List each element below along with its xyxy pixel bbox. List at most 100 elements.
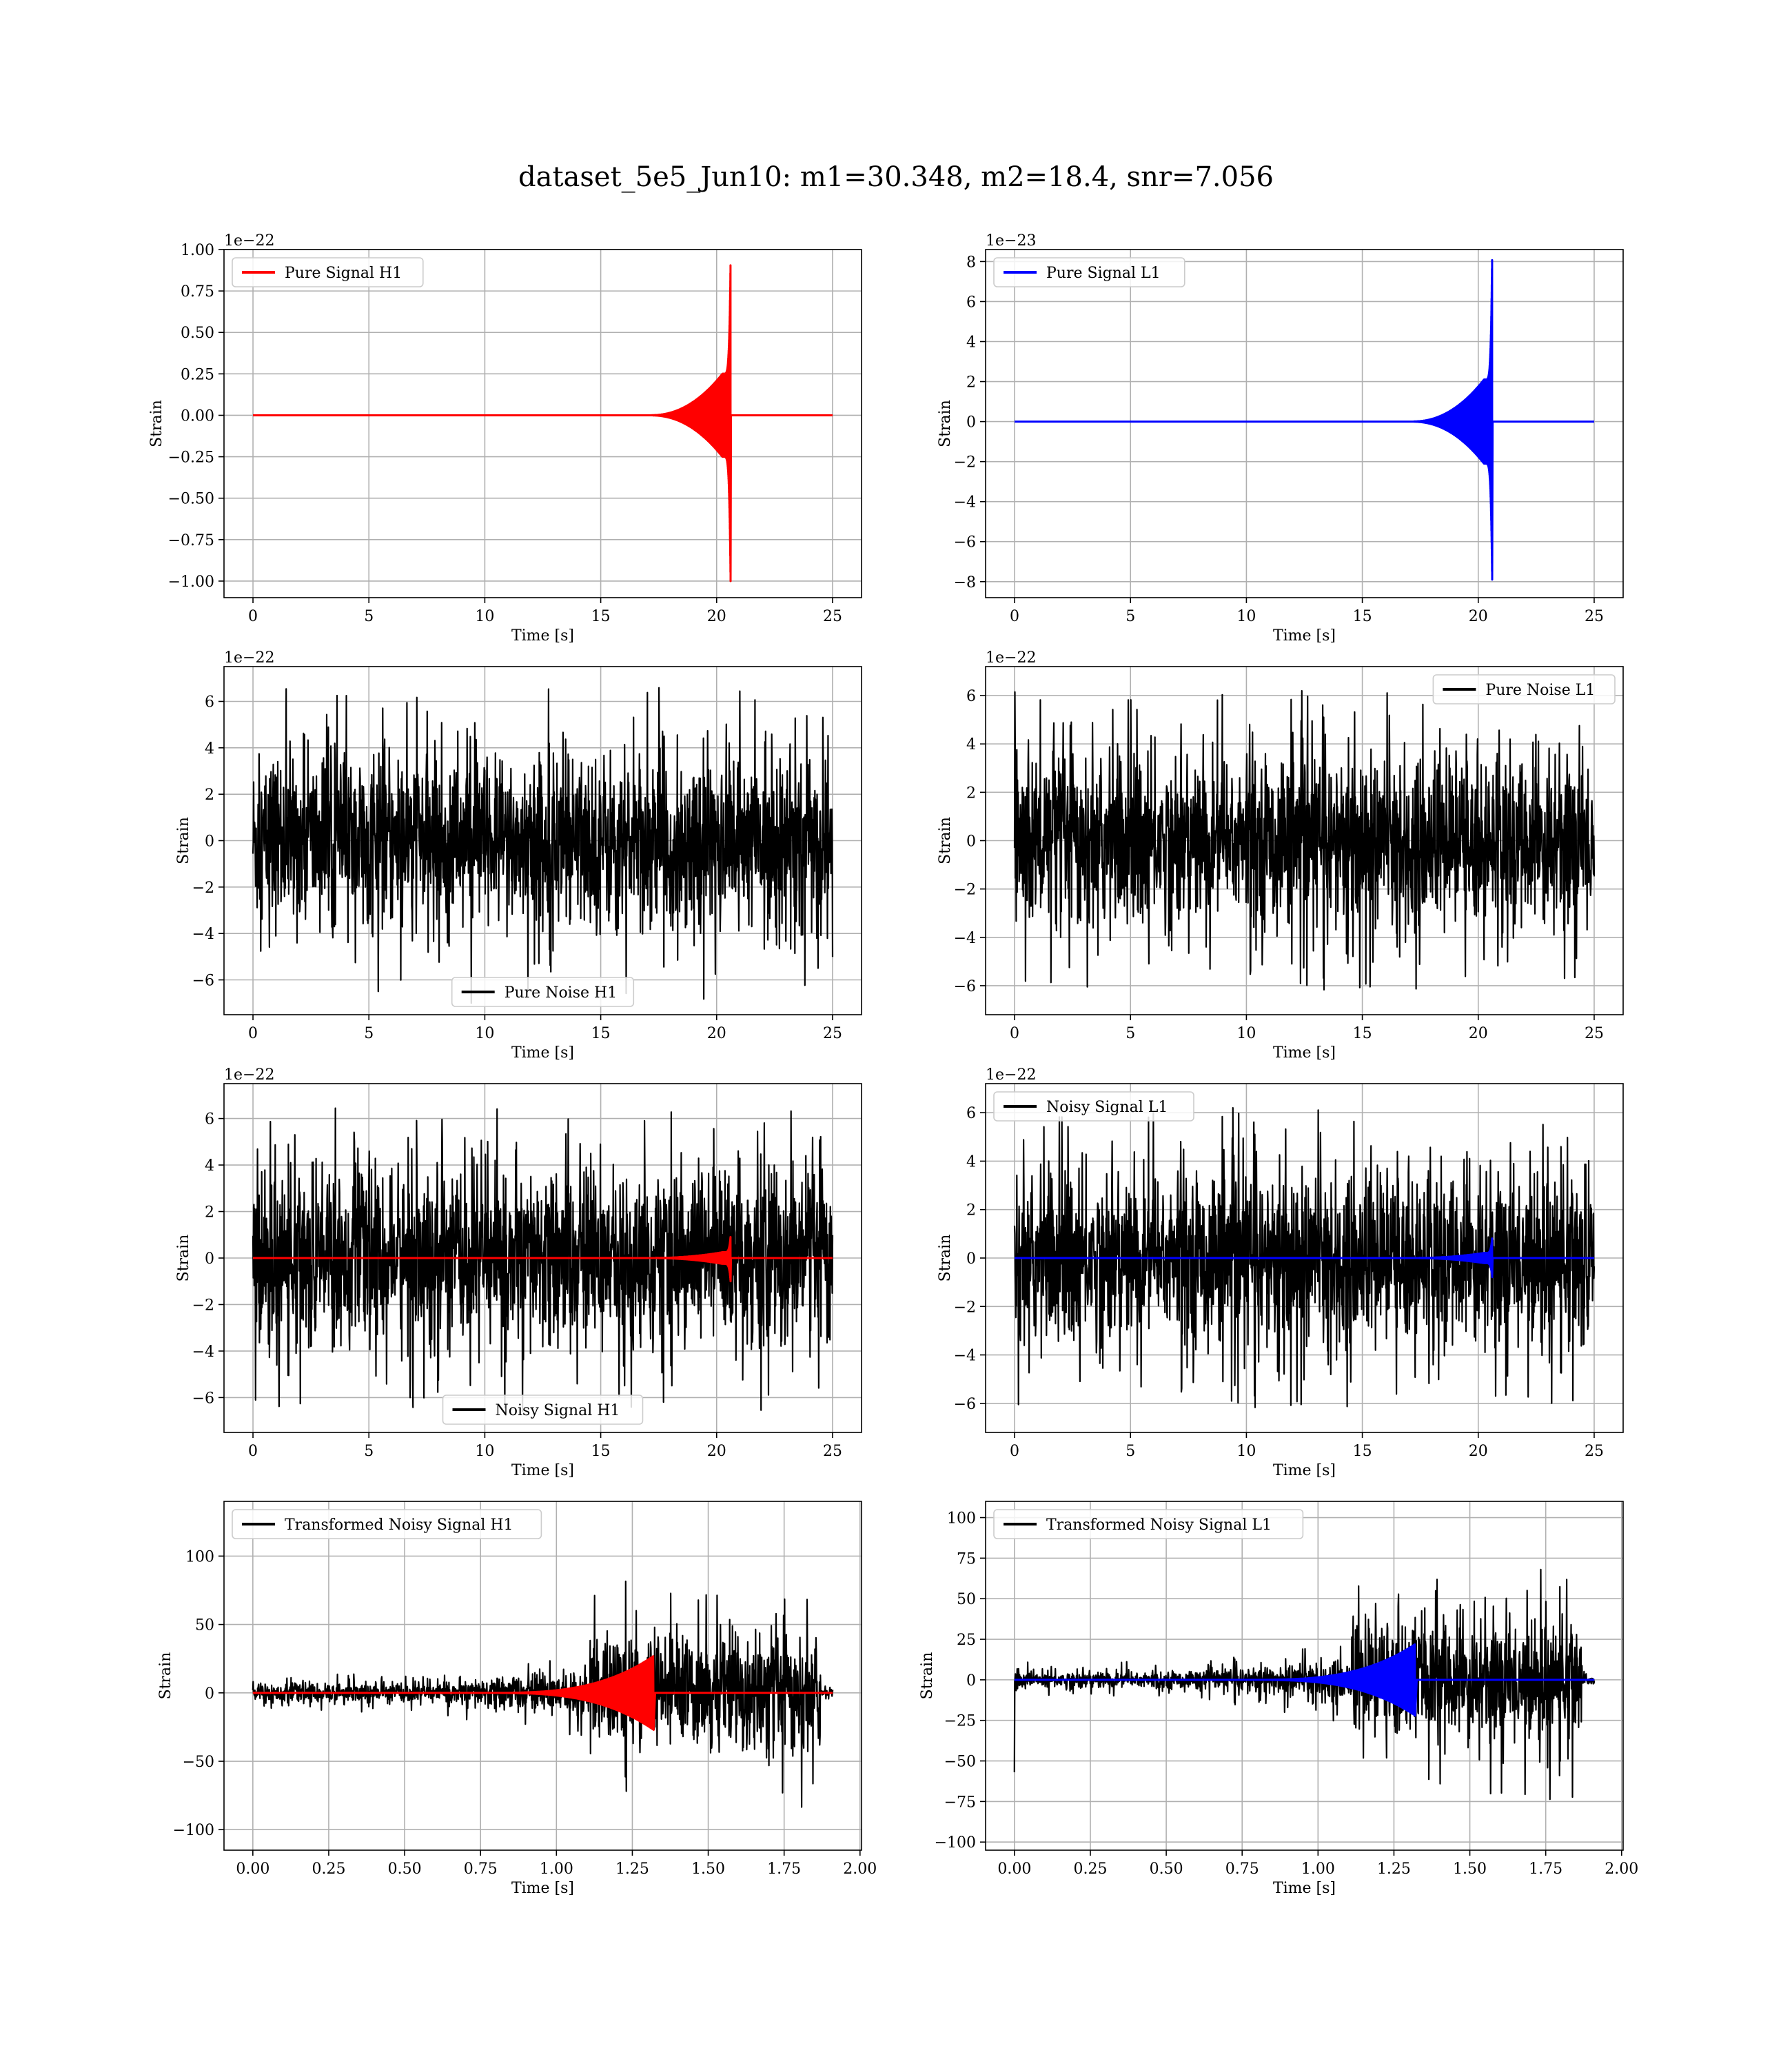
series-line-1 [1013,690,1596,991]
y-tick-label: 50 [195,1617,214,1634]
x-tick-label: 15 [591,1025,611,1042]
y-tick-label: −8 [954,574,976,591]
y-tick-label: 0 [205,833,214,851]
y-tick-label: −6 [192,1390,214,1407]
y-tick-label: 2 [205,1204,214,1221]
legend: Noisy Signal L1 [993,1091,1194,1122]
y-tick-label: 2 [966,374,976,392]
x-tick-label: 10 [475,1443,494,1460]
x-tick-label: 20 [1469,608,1488,625]
y-axis-label: Strain [175,1235,192,1282]
axis-offset-text: 1e−22 [224,1066,274,1084]
y-tick-label: 0 [966,414,976,432]
y-tick-label: −4 [192,1344,214,1361]
legend: Pure Noise H1 [451,977,635,1007]
x-tick-label: 20 [707,1443,726,1460]
x-tick-label: 1.75 [767,1861,801,1878]
legend-label: Noisy Signal L1 [1046,1099,1168,1116]
y-tick-label: 0.00 [181,407,214,425]
series-line-2 [1014,1643,1595,1717]
series-group [1013,690,1596,991]
x-tick-label: 25 [1585,1443,1604,1460]
x-tick-label: 20 [1469,1025,1488,1042]
y-tick-label: 0 [966,1250,976,1268]
x-tick-label: 0.25 [312,1861,345,1878]
legend-box [232,257,424,287]
series-line-1 [252,687,834,1004]
x-tick-label: 1.00 [1301,1861,1335,1878]
y-tick-label: 4 [966,1153,976,1170]
x-tick-label: 2.00 [843,1861,877,1878]
plot-area [986,250,1623,598]
y-tick-label: −100 [173,1822,214,1839]
legend-label: Pure Noise H1 [505,984,618,1002]
x-tick-label: 1.75 [1529,1861,1562,1878]
x-tick-label: 0 [1010,1443,1019,1460]
y-tick-label: −4 [192,926,214,943]
y-tick-label: 4 [205,1157,214,1175]
y-tick-label: 0 [205,1250,214,1268]
y-tick-label: −25 [944,1713,976,1730]
y-tick-label: 100 [947,1510,976,1528]
legend: Noisy Signal H1 [442,1395,644,1425]
y-tick-label: −0.50 [168,491,214,508]
legend: Transformed Noisy Signal H1 [232,1509,542,1539]
chart-panel-6: 0 5 10 15 20 25 −6 −4 −2 0 2 4 6 Time [s] Strain 1e−22 N… [937,1066,1624,1479]
x-tick-label: 20 [1469,1443,1488,1460]
axis-offset-text: 1e−22 [986,1066,1036,1084]
chart-panel-3: 0 5 10 15 20 25 −6 −4 −2 0 2 4 6 Time [s] Strain 1e−22 P… [175,649,862,1062]
x-tick-label: 1.00 [540,1861,573,1878]
y-tick-label: 8 [966,254,976,271]
x-tick-label: 0.50 [388,1861,422,1878]
legend-box [442,1395,644,1425]
x-tick-label: 15 [1353,1443,1372,1460]
y-tick-label: 4 [966,334,976,352]
x-tick-label: 1.50 [691,1861,725,1878]
y-tick-label: 100 [185,1548,214,1565]
panels: 0 5 10 15 20 25−1.00−0.75−0.50−0.250.000.250.… [148,232,1638,1897]
y-tick-label: 6 [966,294,976,311]
legend: Transformed Noisy Signal L1 [993,1509,1304,1539]
x-tick-label: 10 [475,608,494,625]
x-tick-label: 0.50 [1150,1861,1183,1878]
x-tick-label: 0.00 [236,1861,269,1878]
axis-offset-text: 1e−22 [986,649,1036,667]
y-axis-label: Strain [157,1652,174,1700]
legend-label: Transformed Noisy Signal H1 [285,1517,513,1534]
x-axis-label: Time [s] [1273,627,1336,645]
axis-offset-text: 1e−22 [224,232,274,250]
axes-frame [985,249,1624,598]
series-group [252,1107,834,1412]
x-tick-label: 15 [591,608,611,625]
x-tick-label: 1.25 [1377,1861,1411,1878]
x-axis-label: Time [s] [511,1880,574,1897]
x-tick-label: 0 [1010,608,1019,625]
y-tick-label: −4 [954,930,976,947]
legend-box [993,1091,1194,1122]
x-tick-label: 10 [1236,608,1256,625]
x-tick-label: 10 [1236,1443,1256,1460]
x-tick-label: 0 [248,1025,258,1042]
y-axis-label: Strain [937,400,954,447]
legend: Pure Signal L1 [993,257,1185,287]
series-group [252,1580,834,1808]
legend-box [1432,674,1616,704]
y-tick-label: −2 [954,1299,976,1316]
chart-panel-5: 0 5 10 15 20 25 −6 −4 −2 0 2 4 6 Time [s] Strain 1e−22 N… [175,1066,862,1479]
axis-offset-text: 1e−23 [986,232,1036,250]
series-line-1 [252,1107,834,1412]
x-tick-label: 1.25 [615,1861,649,1878]
x-tick-label: 25 [823,1025,842,1042]
y-tick-label: −100 [935,1834,976,1852]
x-tick-label: 5 [364,1025,374,1042]
y-tick-label: 4 [205,740,214,758]
x-tick-label: 1.50 [1453,1861,1487,1878]
axis-offset-text: 1e−22 [224,649,274,667]
x-tick-label: 15 [591,1443,611,1460]
y-tick-label: 2 [966,1202,976,1219]
chart-panel-7: 0.00 0.25 0.50 0.75 1.00 1.25 1.50 1.75 2.00 −100… [157,1501,877,1897]
y-tick-label: −0.75 [168,532,214,549]
x-tick-label: 20 [707,608,726,625]
x-axis-label: Time [s] [511,627,574,645]
legend-box [451,977,635,1007]
